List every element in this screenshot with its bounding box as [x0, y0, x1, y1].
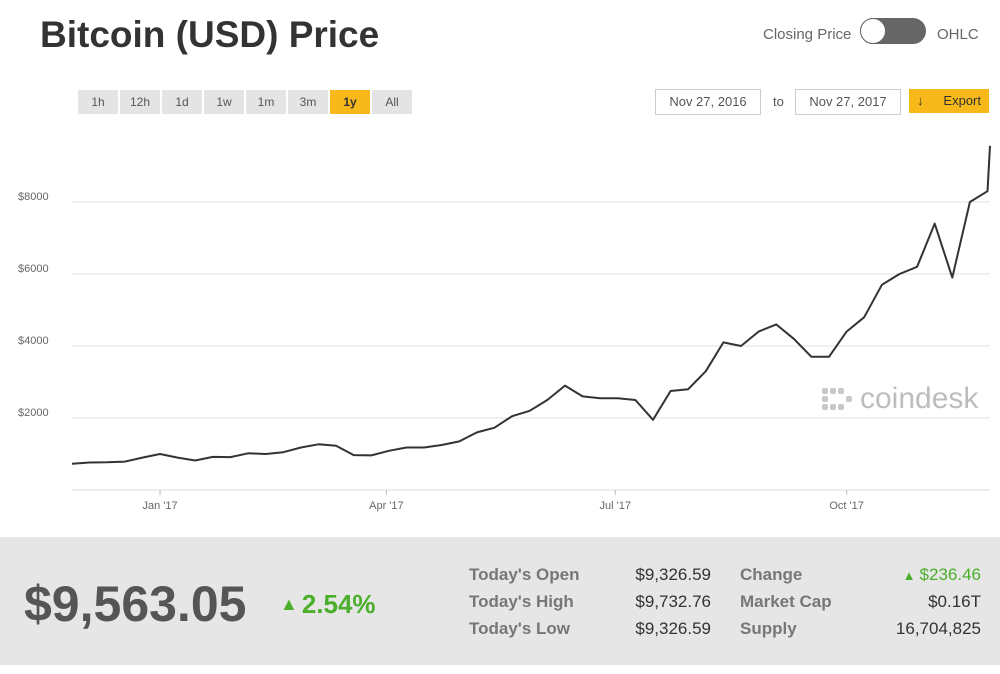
range-button[interactable]: 1y	[330, 90, 370, 114]
watermark-dot	[838, 404, 844, 410]
stat-label: Change	[740, 565, 803, 584]
range-buttons: 1h 12h 1d 1w 1m 3m 1y All	[78, 90, 412, 114]
x-tick-label: Apr '17	[369, 500, 404, 512]
stat-label: Supply	[740, 619, 797, 638]
stat-value: $9,326.59	[635, 565, 711, 584]
x-tick-label: Oct '17	[829, 500, 864, 512]
change-percent: 2.54%	[280, 589, 376, 620]
toggle-label[interactable]: OHLC	[937, 26, 979, 43]
toggle-knob	[860, 18, 886, 44]
date-to-label: to	[773, 94, 784, 109]
page-title: Bitcoin (USD) Price	[40, 14, 380, 55]
range-button[interactable]: 3m	[288, 90, 328, 114]
range-button[interactable]: 1m	[246, 90, 286, 114]
current-price: $9,563.05	[24, 576, 247, 632]
summary-panel: $9,563.05 2.54% Today's Open $9,326.59 Cha…	[0, 537, 1000, 665]
toggle-switch[interactable]	[860, 18, 926, 44]
y-tick-label: $2000	[18, 407, 49, 419]
stat-value: $0.16T	[928, 592, 981, 611]
date-to[interactable]: Nov 27, 2017	[795, 89, 901, 115]
y-tick-label: $8000	[18, 191, 49, 203]
watermark-dot	[830, 404, 836, 410]
watermark-dot	[822, 396, 828, 402]
watermark-dot	[822, 388, 828, 394]
stat-label: Market Cap	[740, 592, 832, 611]
x-tick-label: Jul '17	[600, 500, 631, 512]
stat-label: Today's Open	[469, 565, 580, 584]
range-button[interactable]: 1h	[78, 90, 118, 114]
stat-value: 16,704,825	[895, 619, 981, 638]
watermark: coindesk	[860, 382, 979, 415]
y-tick-label: $4000	[18, 335, 49, 347]
stat-label: Today's Low	[469, 619, 571, 638]
date-from[interactable]: Nov 27, 2016	[655, 89, 761, 115]
stat-value: $236.46	[841, 565, 981, 585]
chart: $2000 $4000 $6000 $8000 Jan '17 Apr '17 Jul '1…	[18, 145, 991, 512]
watermark-dot	[830, 388, 836, 394]
stat-value: $9,732.76	[635, 592, 711, 611]
toggle-label[interactable]: Closing Price	[763, 26, 852, 43]
range-button[interactable]: All	[372, 90, 412, 114]
range-button[interactable]: 12h	[120, 90, 160, 114]
watermark-dot	[838, 388, 844, 394]
stat-label: Today's High	[469, 592, 574, 611]
watermark-dot	[846, 396, 852, 402]
range-button[interactable]: 1d	[162, 90, 202, 114]
watermark-dot	[822, 404, 828, 410]
range-button[interactable]: 1w	[204, 90, 244, 114]
y-tick-label: $6000	[18, 263, 49, 275]
x-tick-label: Jan '17	[142, 500, 177, 512]
stat-value: $9,326.59	[635, 619, 711, 638]
price-line	[71, 145, 991, 465]
export-button[interactable]: Export	[909, 89, 989, 113]
